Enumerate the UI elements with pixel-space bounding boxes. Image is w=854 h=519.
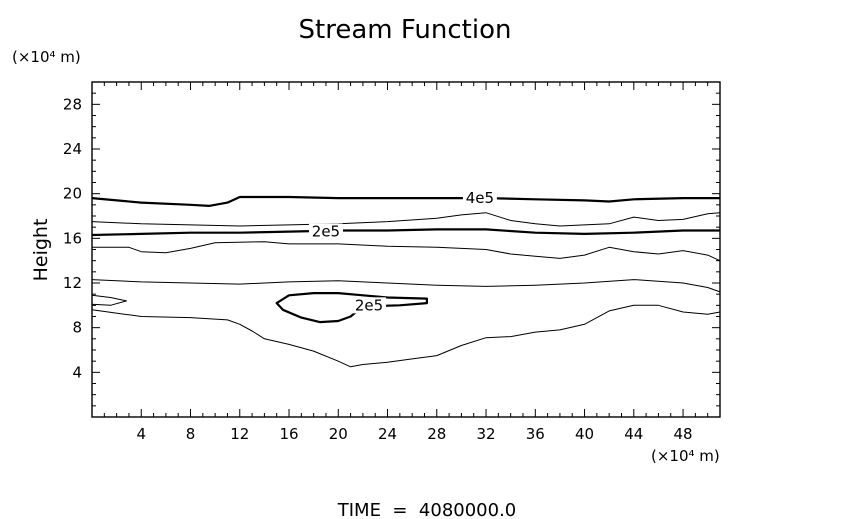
contour-line	[275, 292, 428, 324]
y-axis-unit: (×10⁴ m)	[12, 48, 81, 66]
axis-ticks	[92, 82, 720, 417]
contour-line	[91, 228, 720, 237]
contour-label: 4e5	[466, 189, 494, 207]
time-label: TIME = 4080000.0	[337, 500, 517, 519]
contour-line	[91, 304, 721, 368]
y-tick-label: 20	[63, 185, 82, 203]
x-tick-label: 48	[674, 425, 693, 443]
y-axis-label: Height	[30, 219, 52, 282]
x-tick-label: 32	[476, 425, 495, 443]
x-tick-label: 40	[575, 425, 594, 443]
contour-label: 2e5	[355, 296, 383, 314]
contour-line	[91, 212, 721, 227]
x-tick-label: 44	[624, 425, 643, 443]
y-tick-label: 8	[72, 319, 82, 337]
y-tick-label: 28	[63, 95, 82, 113]
contour-line	[91, 195, 720, 207]
contour-line	[92, 241, 721, 262]
y-tick-label: 24	[63, 140, 82, 158]
contour-labels: 4e5 2e5 2e5	[308, 189, 497, 314]
x-tick-label: 12	[230, 425, 249, 443]
x-tick-label: 28	[427, 425, 446, 443]
contour-label-bg	[308, 223, 343, 240]
x-tick-label: 16	[279, 425, 298, 443]
chart-title: Stream Function	[299, 15, 512, 45]
x-tick-label: 20	[329, 425, 348, 443]
y-tick-label: 4	[72, 363, 82, 381]
x-tick-label: 24	[378, 425, 397, 443]
y-tick-label: 16	[63, 229, 82, 247]
y-tick-label: 12	[63, 274, 82, 292]
x-tick-label: 8	[186, 425, 196, 443]
x-tick-label: 36	[526, 425, 545, 443]
contour-label-bg	[462, 190, 497, 207]
x-axis-unit: (×10⁴ m)	[651, 447, 720, 465]
contour-label-bg	[352, 297, 387, 314]
contour-line	[91, 294, 127, 306]
contour-label: 2e5	[312, 223, 340, 241]
contour-line	[91, 279, 721, 293]
x-tick-label: 4	[136, 425, 146, 443]
contour-lines	[91, 195, 721, 368]
